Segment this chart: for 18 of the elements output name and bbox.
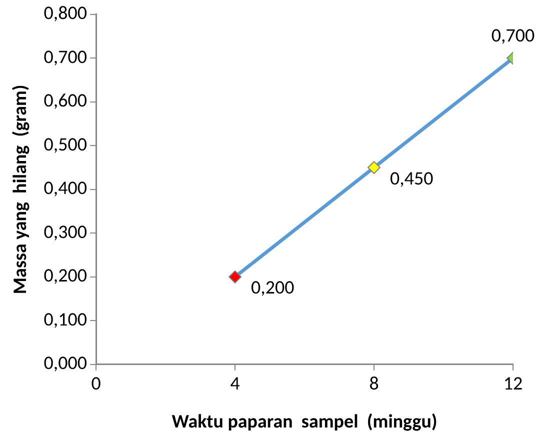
x-tick-label: 12 [503,372,523,396]
y-tick-label: 0,700 [44,46,88,69]
y-tick-label: 0,600 [44,90,88,113]
x-tick-label: 8 [369,372,379,396]
x-tick-label: 0 [91,372,102,396]
y-tick-label: 0,800 [44,2,88,26]
y-tick-label: 0,100 [44,308,88,332]
y-tick-label: 0,300 [44,220,88,244]
y-tick-label: 0,400 [44,177,88,200]
y-axis-title: Massa yang hilang (gram) [9,84,32,294]
data-label: 0,200 [251,276,295,300]
x-axis-title: Waktu paparan sampel (minggu) [172,410,438,434]
x-tick-label: 4 [230,372,240,396]
y-tick-label: 0,200 [44,264,88,288]
y-tick-label: 0,500 [44,133,88,156]
data-label: 0,450 [390,167,434,190]
data-label: 0,700 [491,24,535,48]
y-tick-label: 0,000 [44,352,88,376]
